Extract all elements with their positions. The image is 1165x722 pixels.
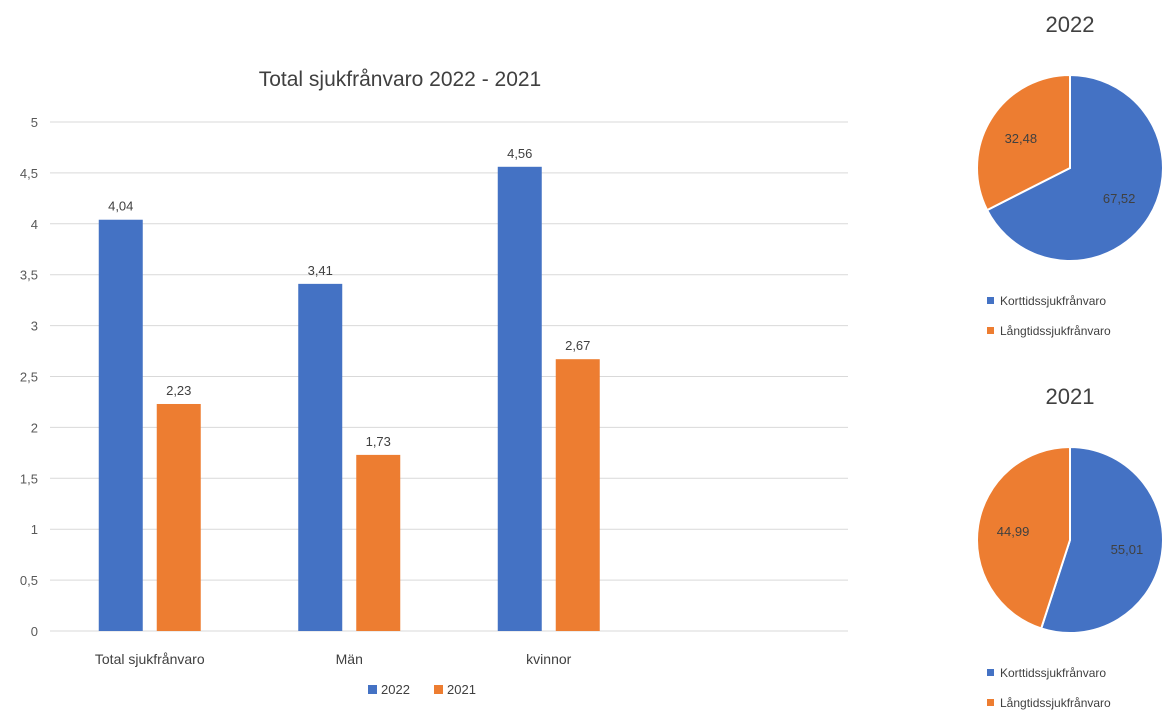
chart-title: Total sjukfrånvaro 2022 - 2021 [259,68,542,91]
legend: 2022 2021 [368,682,476,697]
y-tick-label: 0 [31,624,38,639]
y-tick-label: 1,5 [20,471,38,486]
data-label: 1,73 [366,434,391,449]
data-label: 2,67 [565,338,590,353]
legend-swatch-1 [987,327,994,334]
bar-2021-2 [555,359,600,631]
pie-slice-0 [1039,445,1164,634]
legend-swatch-2022 [368,685,377,694]
pie-value-label: 67,52 [1103,191,1136,206]
legend-label: Långtidssjukfrånvaro [1000,324,1111,338]
data-labels: 4,04 2,23 3,41 1,73 4,56 2,67 [108,146,590,449]
bar-2022-0 [98,219,143,631]
pie-slices [976,73,1164,262]
bar-2022-1 [298,283,343,631]
legend-swatch-2021 [434,685,443,694]
pie-slice-1 [976,73,1071,212]
pie-legend: Korttidssjukfrånvaro Långtidssjukfrånvaro [987,666,1111,710]
y-tick-label: 4,5 [20,166,38,181]
legend-label: Långtidssjukfrånvaro [1000,696,1111,710]
bar-2021-1 [356,454,401,631]
y-tick-label: 1 [31,522,38,537]
data-label: 4,56 [507,146,532,161]
pie-chart-2022: 2022 67,52 32,48 Korttidssjukfrånvaro Lång… [976,12,1164,338]
legend-swatch-1 [987,699,994,706]
pie-value-label: 55,01 [1111,542,1144,557]
bars [98,166,600,632]
legend-label: 2022 [381,682,410,697]
y-tick-label: 3,5 [20,268,38,283]
x-tick-label: Män [336,651,363,667]
y-axis-ticks: 0 0,5 1 1,5 2 2,5 3 3,5 4 4,5 5 [20,115,38,639]
legend-label: Korttidssjukfrånvaro [1000,666,1106,680]
pie-value-label: 32,48 [1005,131,1038,146]
data-label: 2,23 [166,383,191,398]
pie-value-labels: 55,01 44,99 [997,524,1143,557]
bar-chart: Total sjukfrånvaro 2022 - 2021 0 0,5 1 1,5 2… [20,68,848,697]
y-tick-label: 2,5 [20,370,38,385]
pie-legend: Korttidssjukfrånvaro Långtidssjukfrånvaro [987,294,1111,338]
pie-slice-0 [985,73,1164,262]
pie-chart-2021: 2021 55,01 44,99 Korttidssjukfrånvaro Lång… [976,384,1164,710]
y-tick-label: 5 [31,115,38,130]
pie-slice-1 [976,445,1071,630]
pie-title: 2021 [1046,384,1095,409]
pie-title: 2022 [1046,12,1095,37]
pie-value-label: 44,99 [997,524,1030,539]
x-axis-ticks: Total sjukfrånvaro Män kvinnor [95,651,572,667]
bar-2022-2 [497,166,542,632]
x-tick-label: Total sjukfrånvaro [95,651,205,667]
bar-2021-0 [156,403,201,631]
pie-slices [976,445,1164,634]
x-tick-label: kvinnor [526,651,571,667]
data-label: 3,41 [308,263,333,278]
y-tick-label: 2 [31,420,38,435]
y-tick-label: 0,5 [20,573,38,588]
y-tick-label: 3 [31,319,38,334]
legend-label: Korttidssjukfrånvaro [1000,294,1106,308]
y-tick-label: 4 [31,217,38,232]
legend-swatch-0 [987,669,994,676]
legend-label: 2021 [447,682,476,697]
pie-value-labels: 67,52 32,48 [1005,131,1136,206]
legend-swatch-0 [987,297,994,304]
data-label: 4,04 [108,199,133,214]
